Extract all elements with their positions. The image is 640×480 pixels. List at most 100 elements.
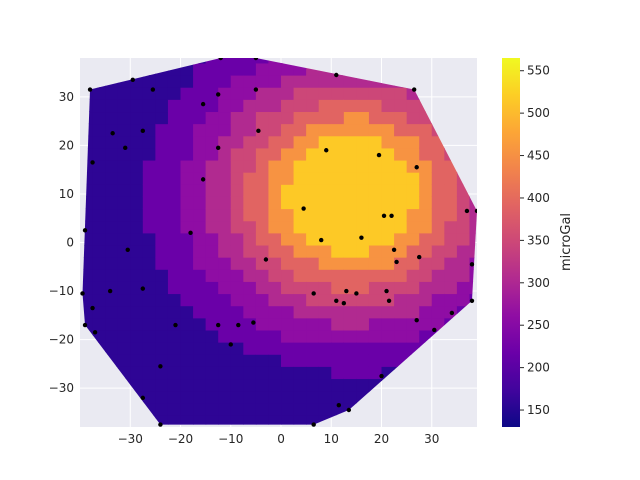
contour-cell bbox=[406, 293, 420, 307]
contour-cell bbox=[92, 135, 106, 149]
contour-cell bbox=[331, 317, 345, 331]
contour-cell bbox=[268, 196, 282, 210]
contour-cell bbox=[205, 269, 219, 282]
contour-cell bbox=[394, 208, 408, 222]
contour-cell bbox=[381, 257, 395, 270]
measurement-point bbox=[110, 131, 115, 136]
contour-cell bbox=[193, 269, 207, 282]
contour-cell bbox=[268, 62, 282, 76]
contour-cell bbox=[92, 208, 106, 222]
contour-cell bbox=[142, 257, 156, 270]
contour-cell bbox=[293, 269, 307, 282]
contour-cell bbox=[356, 366, 370, 380]
contour-cell bbox=[381, 208, 395, 222]
contour-cell bbox=[92, 317, 106, 331]
contour-cell bbox=[117, 147, 131, 161]
contour-cell bbox=[343, 159, 357, 173]
contour-cell bbox=[406, 305, 420, 319]
contour-cell bbox=[205, 74, 219, 88]
contour-cell bbox=[419, 305, 433, 319]
measurement-point bbox=[334, 298, 339, 303]
contour-cell bbox=[318, 257, 332, 270]
contour-cell bbox=[142, 232, 156, 246]
contour-cell bbox=[343, 342, 357, 355]
colorbar-tick-label: 400 bbox=[527, 191, 550, 205]
contour-cell bbox=[167, 220, 182, 234]
contour-cell bbox=[105, 220, 119, 234]
contour-cell bbox=[167, 269, 182, 282]
contour-cell bbox=[218, 111, 232, 125]
measurement-point bbox=[253, 58, 259, 61]
contour-cell bbox=[155, 269, 169, 282]
contour-cell bbox=[155, 390, 169, 404]
contour-cell bbox=[180, 196, 194, 210]
measurement-point bbox=[150, 87, 156, 92]
contour-cell bbox=[293, 244, 307, 258]
y-tick-label: 0 bbox=[66, 236, 74, 250]
measurement-point bbox=[359, 235, 364, 240]
contour-cell bbox=[243, 366, 257, 380]
contour-cell bbox=[306, 184, 320, 197]
contour-cell bbox=[142, 147, 156, 161]
contour-cell bbox=[105, 87, 119, 100]
contour-cell bbox=[293, 402, 307, 416]
contour-cell bbox=[456, 281, 471, 295]
contour-cell bbox=[293, 123, 307, 137]
contour-cell bbox=[331, 74, 345, 88]
contour-cell bbox=[218, 196, 232, 210]
y-axis-ticks: −30 −20 −10 0 10 20 30 bbox=[49, 90, 74, 395]
contour-cell bbox=[381, 329, 395, 343]
contour-cell bbox=[268, 402, 282, 416]
contour-cell bbox=[218, 135, 232, 149]
contour-cell bbox=[394, 269, 408, 282]
contour-cell bbox=[180, 281, 194, 295]
contour-cell bbox=[243, 244, 257, 258]
contour-cell bbox=[130, 135, 144, 149]
contour-cell bbox=[356, 135, 370, 149]
contour-cell bbox=[130, 293, 144, 307]
contour-cell bbox=[130, 159, 144, 173]
contour-cell bbox=[406, 208, 420, 222]
contour-cell bbox=[255, 269, 270, 282]
contour-cell bbox=[82, 159, 94, 173]
contour-cell bbox=[155, 414, 169, 425]
contour-cell bbox=[142, 244, 156, 258]
contour-cell bbox=[155, 244, 169, 258]
contour-cell bbox=[92, 220, 106, 234]
contour-cell bbox=[306, 281, 320, 295]
contour-cell bbox=[117, 305, 131, 319]
contour-cell bbox=[180, 99, 194, 113]
contour-cell bbox=[205, 402, 219, 416]
contour-cell bbox=[218, 87, 232, 100]
contour-cell bbox=[343, 366, 357, 380]
contour-cell bbox=[130, 378, 144, 392]
contour-cell bbox=[155, 293, 169, 307]
contour-cell bbox=[293, 390, 307, 404]
contour-cell bbox=[331, 305, 345, 319]
contour-cell bbox=[105, 244, 119, 258]
colorbar-tick-label: 350 bbox=[527, 233, 550, 247]
measurement-point bbox=[469, 262, 475, 267]
contour-cell bbox=[255, 244, 270, 258]
contour-cell bbox=[268, 123, 282, 137]
contour-cell bbox=[167, 378, 182, 392]
contour-cell bbox=[255, 58, 270, 64]
contour-cell bbox=[268, 111, 282, 125]
contour-cell bbox=[193, 414, 207, 425]
measurement-point bbox=[391, 247, 397, 252]
contour-cell bbox=[268, 378, 282, 392]
contour-cell bbox=[368, 135, 383, 149]
contour-cell bbox=[419, 135, 433, 149]
measurement-point bbox=[140, 286, 146, 291]
contour-cell bbox=[193, 317, 207, 331]
contour-cell bbox=[306, 329, 320, 343]
contour-cell bbox=[394, 147, 408, 161]
contour-cell bbox=[368, 159, 383, 173]
contour-cell bbox=[218, 159, 232, 173]
contour-cell bbox=[142, 342, 156, 355]
contour-cell bbox=[230, 62, 244, 76]
contour-cell bbox=[293, 317, 307, 331]
contour-cell bbox=[281, 232, 295, 246]
contour-cell bbox=[306, 293, 320, 307]
contour-cell bbox=[293, 366, 307, 380]
